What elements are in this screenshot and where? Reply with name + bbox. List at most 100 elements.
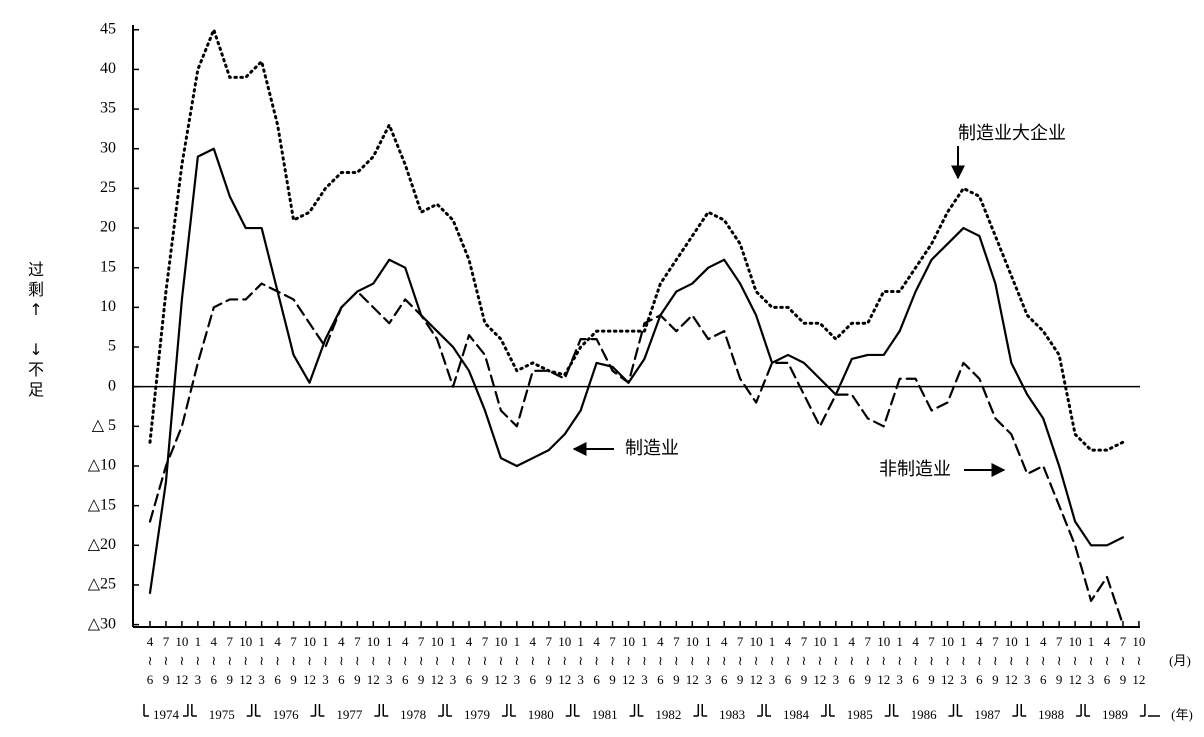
y-tick-label: 35	[100, 100, 116, 117]
series-line	[148, 28, 1125, 452]
x-tick-label: 1 ≀ 3	[833, 634, 840, 687]
x-tick-label: 1 ≀ 3	[641, 634, 648, 687]
y-tick-label: △20	[88, 536, 116, 553]
year-label: 1989	[1102, 707, 1128, 722]
year-label: 1983	[719, 707, 745, 722]
x-tick-label: 7 ≀ 9	[163, 634, 170, 687]
y-tick-label: 20	[100, 219, 116, 236]
x-tick-label: 10 ≀ 12	[494, 634, 507, 687]
x-tick-label: 10 ≀ 12	[239, 634, 252, 687]
series-annotation: 非制造业	[879, 459, 951, 480]
y-tick-label: 0	[108, 377, 116, 394]
y-tick-label: 15	[100, 258, 116, 275]
x-tick-label: 1 ≀ 3	[514, 634, 521, 687]
x-tick-label: 4 ≀ 6	[147, 634, 154, 687]
x-tick-label: 1 ≀ 3	[769, 634, 776, 687]
x-tick-label: 7 ≀ 9	[482, 634, 489, 687]
x-tick-label: 4 ≀ 6	[1040, 634, 1047, 687]
x-tick-label: 4 ≀ 6	[274, 634, 281, 687]
x-tick-label: 7 ≀ 9	[609, 634, 616, 687]
x-tick-label: 10 ≀ 12	[1069, 634, 1082, 687]
x-tick-label: 4 ≀ 6	[1104, 634, 1111, 687]
year-label: 1980	[528, 707, 554, 722]
x-tick-label: 10 ≀ 12	[431, 634, 444, 687]
y-tick-label: 40	[100, 60, 116, 77]
x-tick-label: 4 ≀ 6	[338, 634, 345, 687]
x-tick-label: 4 ≀ 6	[211, 634, 218, 687]
x-tick-label: 7 ≀ 9	[1120, 634, 1127, 687]
x-tick-label: 4 ≀ 6	[657, 634, 664, 687]
y-tick-label: △15	[88, 496, 116, 513]
x-tick-label: 10 ≀ 12	[686, 634, 699, 687]
series-line	[148, 282, 1125, 626]
y-axis-label: ↓不足	[28, 340, 44, 399]
year-label: 1988	[1038, 707, 1064, 722]
year-label: 1976	[273, 707, 300, 722]
x-tick-label: 1 ≀ 3	[322, 634, 329, 687]
x-tick-label: 4 ≀ 6	[593, 634, 600, 687]
x-tick-label: 4 ≀ 6	[785, 634, 792, 687]
x-tick-label: 4 ≀ 6	[530, 634, 537, 687]
x-tick-label: 7 ≀ 9	[992, 634, 999, 687]
x-tick-label: 4 ≀ 6	[721, 634, 728, 687]
x-tick-label: 10 ≀ 12	[1132, 634, 1145, 687]
x-tick-label: 7 ≀ 9	[928, 634, 935, 687]
x-tick-label: 7 ≀ 9	[801, 634, 808, 687]
x-tick-label: 4 ≀ 6	[976, 634, 983, 687]
y-tick-label: 25	[100, 179, 116, 196]
year-label: 1985	[847, 707, 873, 722]
series-line	[148, 147, 1125, 594]
y-tick-label: △10	[88, 457, 116, 474]
year-label: 1974	[153, 707, 180, 722]
year-label: 1977	[336, 707, 363, 722]
x-tick-label: 1 ≀ 3	[1088, 634, 1095, 687]
year-label: 1975	[209, 707, 235, 722]
y-tick-label: △30	[88, 615, 116, 632]
year-label: 1986	[911, 707, 938, 722]
x-tick-label: 10 ≀ 12	[622, 634, 635, 687]
x-tick-label: 7 ≀ 9	[418, 634, 425, 687]
x-tick-label: 1 ≀ 3	[577, 634, 584, 687]
y-tick-label: △ 5	[92, 417, 116, 434]
y-tick-label: 5	[108, 338, 116, 355]
x-tick-label: 4 ≀ 6	[849, 634, 856, 687]
y-tick-label: 10	[100, 298, 116, 315]
x-tick-label: 10 ≀ 12	[941, 634, 954, 687]
x-tick-label: 4 ≀ 6	[912, 634, 919, 687]
year-label: 1984	[783, 707, 810, 722]
x-tick-label: 1 ≀ 3	[386, 634, 393, 687]
x-tick-label: 1 ≀ 3	[960, 634, 967, 687]
x-tick-label: 7 ≀ 9	[290, 634, 297, 687]
x-tick-label: 7 ≀ 9	[546, 634, 553, 687]
x-tick-label: 1 ≀ 3	[1024, 634, 1031, 687]
year-label: 1982	[655, 707, 681, 722]
x-tick-label: 7 ≀ 9	[1056, 634, 1063, 687]
x-tick-label: 7 ≀ 9	[865, 634, 872, 687]
x-tick-label: 10 ≀ 12	[877, 634, 890, 687]
x-tick-label: 10 ≀ 12	[175, 634, 188, 687]
x-tick-label: 7 ≀ 9	[737, 634, 744, 687]
year-label: 1978	[400, 707, 426, 722]
x-tick-label: 7 ≀ 9	[673, 634, 680, 687]
x-tick-label: 1 ≀ 3	[258, 634, 265, 687]
x-tick-label: 10 ≀ 12	[813, 634, 826, 687]
x-tick-label: 7 ≀ 9	[354, 634, 361, 687]
x-tick-label: 1 ≀ 3	[450, 634, 457, 687]
y-axis-label: 过剩↑	[28, 260, 44, 319]
x-tick-label: 10 ≀ 12	[750, 634, 763, 687]
x-tick-label: 1 ≀ 3	[195, 634, 202, 687]
year-label: 1979	[464, 707, 490, 722]
series-annotation: 制造业	[625, 438, 679, 459]
x-tick-label: 10 ≀ 12	[367, 634, 380, 687]
x-tick-label: 10 ≀ 12	[558, 634, 571, 687]
series-annotation: 制造业大企业	[958, 123, 1066, 144]
x-tick-label: 10 ≀ 12	[303, 634, 316, 687]
year-label: 1987	[974, 707, 1001, 722]
y-tick-label: 30	[100, 139, 116, 156]
x-tick-label: 1 ≀ 3	[896, 634, 903, 687]
y-tick-label: △25	[88, 576, 116, 593]
x-unit-label: (月)	[1169, 653, 1191, 668]
x-tick-label: 7 ≀ 9	[227, 634, 234, 687]
y-tick-label: 45	[100, 20, 116, 37]
